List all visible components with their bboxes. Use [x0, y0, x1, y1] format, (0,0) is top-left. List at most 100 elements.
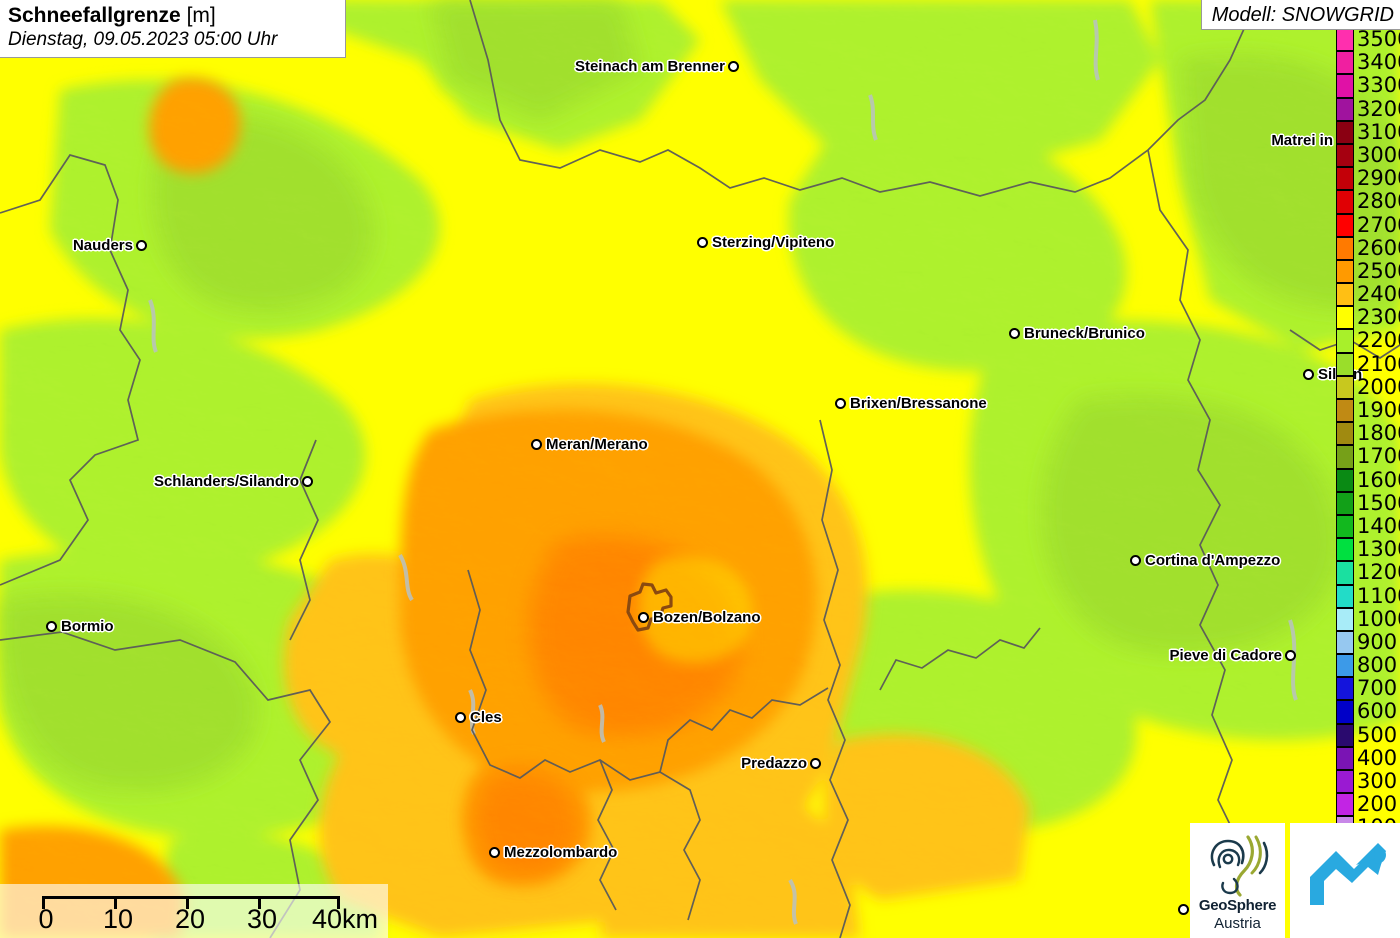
- legend-swatch: [1336, 51, 1354, 75]
- legend-label: 1500: [1357, 490, 1400, 515]
- city-label: Mezzolombardo: [504, 844, 618, 861]
- city-marker[interactable]: Cles: [455, 709, 502, 726]
- legend-label: 800: [1357, 653, 1398, 678]
- scale-label: 20: [174, 904, 206, 934]
- legend-swatch: [1336, 236, 1354, 260]
- legend-swatch: [1336, 630, 1354, 655]
- legend-row: 3100: [1328, 119, 1400, 144]
- city-marker[interactable]: Bruneck/Brunico: [1009, 325, 1145, 342]
- legend-row: 1600: [1328, 468, 1400, 492]
- geosphere-logo[interactable]: GeoSphere Austria: [1190, 823, 1285, 938]
- legend-swatch: [1336, 143, 1354, 168]
- scale-bar: 0 10 20 30 40km: [0, 884, 388, 938]
- city-marker[interactable]: Brixen/Bressanone: [835, 395, 987, 412]
- city-dot-icon: [1009, 328, 1020, 339]
- legend-row: 2200: [1328, 328, 1400, 353]
- city-label: Nauders: [72, 237, 133, 254]
- legend-row: 3200: [1328, 97, 1400, 121]
- legend-swatch: [1336, 491, 1354, 515]
- city-marker[interactable]: [1178, 904, 1193, 915]
- legend-swatch: [1336, 746, 1354, 770]
- legend-row: 400: [1328, 746, 1400, 770]
- legend-label: 1100: [1357, 583, 1400, 608]
- legend-colorbar[interactable]: 3500340033003200310030002900280027002600…: [1328, 27, 1400, 840]
- legend-row: 2300: [1328, 305, 1400, 330]
- legend-row: 1500: [1328, 490, 1400, 515]
- legend-row: 900: [1328, 630, 1400, 655]
- legend-swatch: [1336, 74, 1354, 98]
- city-label: Predazzo: [741, 755, 807, 772]
- page-title: Schneefallgrenze [m]: [8, 3, 339, 28]
- city-dot-icon: [531, 439, 542, 450]
- city-marker[interactable]: Nauders: [0, 237, 147, 254]
- city-marker[interactable]: Pieve di Cadore: [0, 647, 1296, 664]
- city-label: Steinach am Brenner: [574, 58, 725, 75]
- legend-label: 2300: [1357, 305, 1400, 330]
- city-dot-icon: [489, 847, 500, 858]
- legend-row: 3300: [1328, 73, 1400, 98]
- legend-label: 2500: [1357, 258, 1400, 283]
- city-dot-icon: [136, 240, 147, 251]
- city-label: Brixen/Bressanone: [850, 395, 987, 412]
- partner-logo[interactable]: [1290, 823, 1400, 938]
- legend-swatch: [1336, 584, 1354, 608]
- city-marker[interactable]: Predazzo: [0, 755, 821, 772]
- city-marker[interactable]: Schlanders/Silandro: [0, 473, 313, 490]
- legend-label: 2600: [1357, 235, 1400, 260]
- legend-swatch: [1336, 445, 1354, 469]
- legend-row: 700: [1328, 676, 1400, 701]
- legend-label: 200: [1357, 792, 1398, 817]
- city-dot-icon: [638, 612, 649, 623]
- legend-swatch: [1336, 770, 1354, 794]
- city-marker[interactable]: Meran/Merano: [531, 436, 648, 453]
- city-label: Bozen/Bolzano: [653, 609, 761, 626]
- legend-row: 2000: [1328, 375, 1400, 399]
- mountain-arrow-icon: [1310, 843, 1386, 905]
- legend-row: 3400: [1328, 50, 1400, 75]
- city-label: Cles: [470, 709, 502, 726]
- city-label: Bormio: [61, 618, 114, 635]
- scale-bar-line: [42, 896, 340, 909]
- city-marker[interactable]: Bozen/Bolzano: [638, 609, 761, 626]
- city-label: Meran/Merano: [546, 436, 648, 453]
- city-marker[interactable]: Sterzing/Vipiteno: [697, 234, 834, 251]
- legend-label: 2200: [1357, 328, 1400, 353]
- legend-swatch: [1336, 28, 1354, 52]
- city-dot-icon: [1130, 555, 1141, 566]
- legend-row: 1700: [1328, 444, 1400, 469]
- legend-swatch: [1336, 654, 1354, 678]
- legend-label: 1000: [1357, 606, 1400, 631]
- legend-label: 3100: [1357, 119, 1400, 144]
- city-dot-icon: [810, 758, 821, 769]
- legend-label: 1900: [1357, 398, 1400, 422]
- legend-swatch: [1336, 283, 1354, 307]
- legend-row: 800: [1328, 653, 1400, 678]
- legend-label: 1300: [1357, 537, 1400, 562]
- city-dot-icon: [835, 398, 846, 409]
- legend-row: 2900: [1328, 166, 1400, 191]
- legend-row: 200: [1328, 792, 1400, 817]
- legend-row: 1900: [1328, 398, 1400, 423]
- city-marker[interactable]: Mezzolombardo: [489, 844, 617, 861]
- legend-label: 3500: [1357, 27, 1400, 51]
- title-unit-text: [m]: [186, 4, 216, 27]
- legend-label: 2100: [1357, 351, 1400, 376]
- legend-label: 1200: [1357, 560, 1400, 585]
- city-marker[interactable]: Bormio: [46, 618, 114, 635]
- geosphere-country: Austria: [1214, 915, 1261, 932]
- legend-label: 500: [1357, 722, 1398, 747]
- city-label: Schlanders/Silandro: [153, 473, 299, 490]
- legend-swatch: [1336, 306, 1354, 330]
- city-marker[interactable]: Steinach am Brenner: [0, 58, 739, 75]
- legend-label: 2800: [1357, 189, 1400, 214]
- city-marker[interactable]: Matrei in: [0, 132, 1347, 149]
- city-marker[interactable]: Cortina d'Ampezzo: [1130, 552, 1280, 569]
- legend-row: 1300: [1328, 537, 1400, 562]
- legend-row: 1100: [1328, 583, 1400, 608]
- legend-swatch: [1336, 259, 1354, 284]
- legend-row: 500: [1328, 722, 1400, 747]
